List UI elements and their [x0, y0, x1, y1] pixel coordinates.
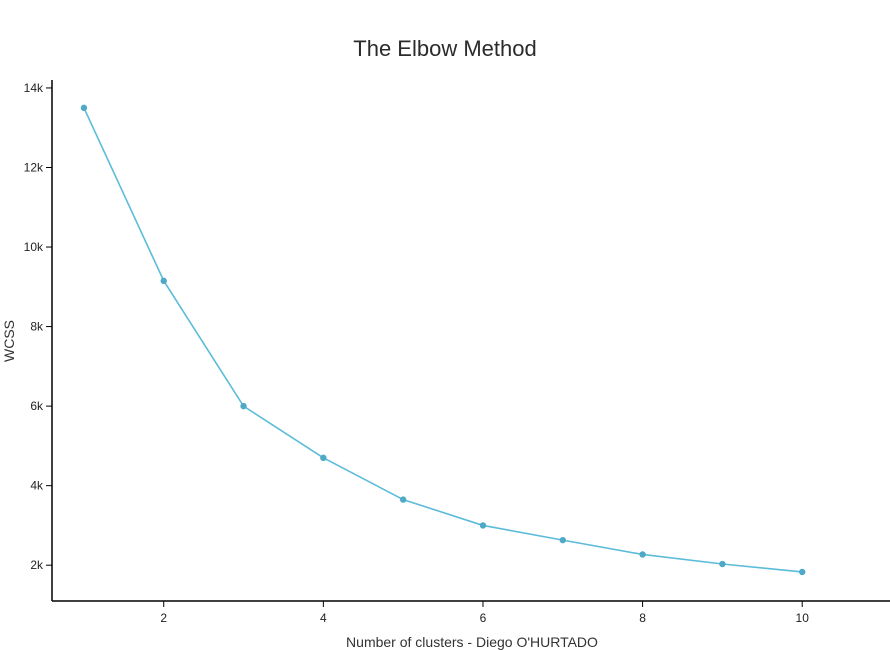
data-point[interactable] — [240, 402, 247, 410]
data-point[interactable] — [80, 104, 88, 112]
series-group — [80, 104, 806, 576]
x-tick-label: 10 — [796, 611, 810, 625]
data-point[interactable] — [639, 551, 646, 558]
data-point[interactable] — [320, 454, 327, 462]
data-point[interactable] — [559, 536, 566, 544]
y-tick-label: 2k — [30, 558, 44, 572]
data-point[interactable] — [719, 560, 726, 568]
data-point[interactable] — [479, 522, 487, 529]
x-tick-label: 4 — [320, 611, 327, 625]
x-tick-label: 6 — [480, 611, 487, 625]
x-axis-label: Number of clusters - Diego O'HURTADO — [346, 634, 598, 650]
x-tick-label: 2 — [160, 611, 167, 625]
data-point[interactable] — [399, 496, 407, 503]
y-tick-label: 10k — [24, 240, 44, 254]
y-tick-label: 12k — [24, 160, 44, 174]
chart-title: The Elbow Method — [353, 36, 536, 61]
data-point[interactable] — [160, 277, 167, 285]
y-axis-ticks: 2k 4k 6k 8k 10k 12k 14k — [24, 81, 52, 572]
y-tick-label: 4k — [30, 479, 44, 493]
y-axis-label: WCSS — [1, 320, 17, 362]
y-tick-label: 14k — [24, 81, 44, 95]
y-tick-label: 8k — [30, 320, 44, 334]
x-axis-ticks: 2 4 6 8 10 — [160, 601, 809, 625]
series-line — [83, 107, 803, 573]
data-point[interactable] — [799, 568, 806, 576]
x-tick-label: 8 — [639, 611, 646, 625]
y-tick-label: 6k — [30, 399, 44, 413]
